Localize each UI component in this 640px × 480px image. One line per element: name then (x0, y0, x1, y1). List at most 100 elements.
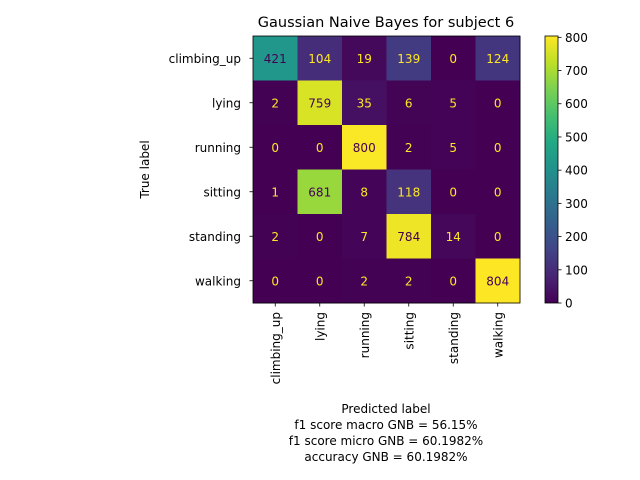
heatmap-cells (253, 36, 521, 304)
heatmap-cell (386, 258, 432, 304)
cell-value-label: 0 (271, 274, 279, 288)
cell-value-label: 8 (360, 185, 368, 199)
colorbar: 0 100 200 300 400 500 600 700 800 (544, 31, 588, 311)
heatmap-cell (297, 125, 343, 170)
heatmap-cell (475, 169, 521, 215)
colorbar-tick-label: 600 (565, 97, 588, 111)
heatmap-cell (431, 169, 476, 215)
colorbar-tick-label: 100 (565, 263, 588, 277)
y-tick-label: sitting (203, 185, 241, 199)
heatmap-cell (297, 258, 343, 304)
chart-title: Gaussian Naive Bayes for subject 6 (258, 15, 514, 31)
cell-value-label: 0 (316, 141, 324, 155)
heatmap-cell (386, 80, 432, 126)
x-tick-label: running (358, 312, 372, 358)
y-tick-label: running (195, 141, 241, 155)
heatmap-cell (431, 36, 476, 81)
colorbar-frame (544, 35, 559, 304)
heatmap-cell (253, 125, 298, 170)
heatmap-cell (297, 214, 343, 259)
cell-value-label: 0 (494, 230, 502, 244)
colorbar-ticks: 0 100 200 300 400 500 600 700 800 (558, 31, 588, 311)
cell-value-label: 0 (494, 96, 502, 110)
cell-value-label: 118 (397, 185, 420, 199)
heatmap-cell (342, 169, 387, 215)
cell-value-label: 0 (494, 185, 502, 199)
colorbar-tick-label: 0 (565, 297, 573, 311)
heatmap-cell (386, 125, 432, 170)
cell-value-label: 0 (316, 230, 324, 244)
heatmap-cell (342, 125, 387, 170)
y-axis-label: True label (138, 140, 152, 199)
x-tick-label: standing (447, 312, 461, 364)
cell-value-label: 7 (360, 230, 368, 244)
y-tick-label: climbing_up (169, 52, 241, 66)
cell-value-label: 6 (405, 96, 413, 110)
cell-value-label: 2 (360, 274, 368, 288)
heatmap-cell (342, 36, 387, 81)
cell-value-label: 2 (271, 230, 279, 244)
cell-value-label: 19 (357, 52, 372, 66)
colorbar-tick-label: 400 (565, 164, 588, 178)
colorbar-gradient (545, 36, 558, 303)
y-tick-label: standing (189, 230, 241, 244)
heatmap-cell (475, 258, 521, 304)
cell-value-label: 2 (405, 141, 413, 155)
cell-value-label: 124 (486, 52, 509, 66)
heatmap-cell (475, 125, 521, 170)
heatmap-cell (253, 214, 298, 259)
heatmap-cell (253, 258, 298, 304)
heatmap-cell-labels: 421 104 19 139 0 124 2 759 35 6 5 0 0 0 800 2 5 0 1 681 8 118… (264, 52, 509, 289)
cell-value-label: 0 (449, 274, 457, 288)
cell-value-label: 759 (308, 96, 331, 110)
colorbar-tick-label: 800 (565, 31, 588, 45)
heatmap-cell (297, 169, 343, 215)
heatmap-cell (342, 214, 387, 259)
heatmap-cell (386, 36, 432, 81)
cell-value-label: 14 (446, 230, 461, 244)
cell-value-label: 5 (449, 141, 457, 155)
heatmap-cell (475, 80, 521, 126)
x-tick-label: walking (491, 312, 505, 358)
cell-value-label: 421 (264, 52, 287, 66)
cell-value-label: 0 (449, 52, 457, 66)
cell-value-label: 1 (271, 185, 279, 199)
y-tick-label: walking (195, 274, 241, 288)
heatmap-cell (342, 258, 387, 304)
heatmap-cell (431, 214, 476, 259)
heatmap-cell (386, 169, 432, 215)
heatmap-cell (253, 80, 298, 126)
x-tick-label: climbing_up (269, 312, 283, 384)
cell-value-label: 0 (494, 141, 502, 155)
y-tick-label: lying (212, 96, 241, 110)
x-tick-label: lying (313, 312, 327, 341)
cell-value-label: 104 (308, 52, 331, 66)
cell-value-label: 2 (405, 274, 413, 288)
cell-value-label: 800 (353, 141, 376, 155)
cell-value-label: 2 (271, 96, 279, 110)
plot-frame (252, 35, 521, 304)
cell-value-label: 784 (397, 230, 420, 244)
heatmap-cell (297, 36, 343, 81)
colorbar-tick-label: 700 (565, 64, 588, 78)
cell-value-label: 0 (271, 141, 279, 155)
x-axis-ticks: climbing_up lying running sitting standing wa… (269, 303, 505, 384)
heatmap-cell (297, 80, 343, 126)
cell-value-label: 804 (486, 274, 509, 288)
heatmap-cell (342, 80, 387, 126)
colorbar-tick-label: 200 (565, 230, 588, 244)
accuracy-line: accuracy GNB = 60.1982% (304, 450, 467, 464)
f1-micro-line: f1 score micro GNB = 60.1982% (289, 434, 483, 448)
heatmap-cell (431, 258, 476, 304)
cell-value-label: 681 (308, 185, 331, 199)
heatmap-cell (475, 214, 521, 259)
heatmap-cell (253, 36, 298, 81)
cell-value-label: 0 (316, 274, 324, 288)
x-tick-label: sitting (402, 312, 416, 350)
colorbar-tick-label: 500 (565, 130, 588, 144)
cell-value-label: 0 (449, 185, 457, 199)
f1-macro-line: f1 score macro GNB = 56.15% (294, 418, 477, 432)
heatmap-cell (386, 214, 432, 259)
